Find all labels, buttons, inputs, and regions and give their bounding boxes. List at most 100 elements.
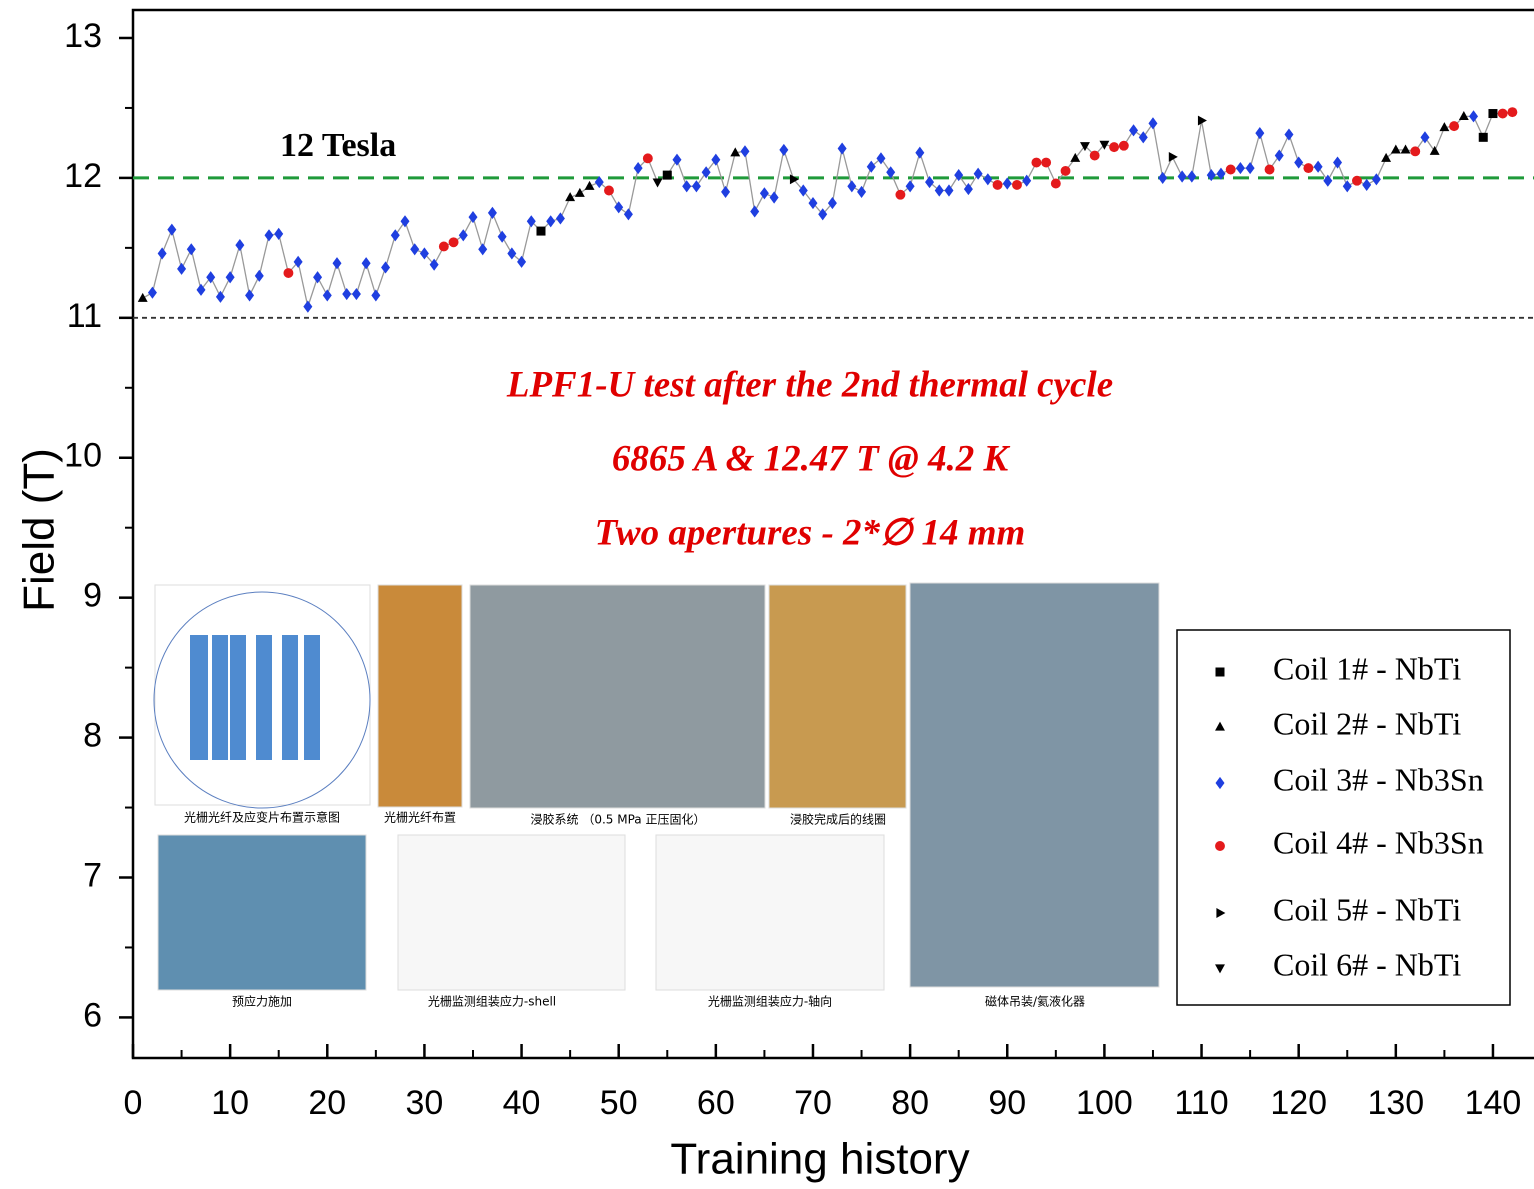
data-point (1031, 157, 1042, 168)
x-axis-title: Training history (670, 1135, 969, 1184)
data-point (1099, 140, 1110, 150)
data-point (808, 197, 818, 210)
x-tick-label: 60 (697, 1084, 735, 1122)
data-point (167, 223, 177, 236)
data-point (565, 192, 576, 202)
inset-photo (377, 584, 463, 808)
data-point (672, 153, 682, 166)
data-point (1469, 110, 1479, 123)
data-point (225, 271, 235, 284)
data-point (283, 268, 294, 278)
data-point (1148, 117, 1158, 130)
data-point (1410, 146, 1421, 157)
y-tick-label: 7 (83, 856, 102, 894)
data-point (419, 247, 429, 260)
x-tick-label: 130 (1367, 1084, 1424, 1122)
data-point (1041, 157, 1052, 168)
inset-caption: 光栅监测组装应力-shell (428, 994, 556, 1009)
schematic-bar (304, 635, 320, 760)
data-point (303, 300, 313, 313)
data-point (429, 258, 439, 271)
data-point (740, 145, 750, 158)
data-point (1158, 171, 1168, 184)
y-tick-label: 9 (83, 577, 102, 615)
data-point (274, 227, 284, 240)
data-point (1138, 131, 1148, 144)
schematic-circle (153, 591, 371, 809)
legend-marker (1215, 721, 1225, 731)
data-point (410, 243, 420, 256)
data-point (827, 197, 837, 210)
data-point (1050, 178, 1061, 189)
data-point (254, 269, 264, 282)
schematic-bar (212, 635, 228, 760)
data-point (400, 215, 410, 228)
schematic-bar (190, 635, 208, 760)
x-tick-label: 70 (794, 1084, 832, 1122)
x-tick-label: 10 (211, 1084, 249, 1122)
data-point (730, 147, 741, 157)
data-point (1274, 149, 1284, 162)
data-point (157, 247, 167, 260)
x-tick-label: 0 (124, 1084, 143, 1122)
plot-frame (131, 8, 1534, 1060)
data-point (633, 162, 643, 175)
data-point (390, 229, 400, 242)
schematic-bar (230, 635, 246, 760)
legend-marker (1215, 776, 1225, 790)
data-point (351, 287, 361, 301)
data-point (1080, 142, 1090, 152)
data-point (983, 173, 993, 186)
data-point (507, 247, 517, 260)
inset-caption: 磁体吊装/氦液化器 (985, 994, 1085, 1009)
data-point (876, 152, 886, 165)
data-point (789, 174, 799, 185)
inset-photo (469, 584, 766, 809)
data-point (954, 169, 964, 182)
legend-box (1176, 629, 1511, 1006)
data-point (1333, 156, 1343, 169)
data-point (517, 255, 527, 268)
data-point (1381, 152, 1392, 162)
data-point (711, 153, 721, 166)
data-point (992, 179, 1003, 190)
data-point (497, 230, 507, 243)
data-point (1002, 177, 1012, 190)
data-point (1439, 122, 1450, 132)
data-point (313, 271, 323, 284)
data-point (147, 286, 157, 299)
data-point (682, 180, 692, 193)
data-point (769, 191, 779, 204)
data-point (235, 238, 245, 252)
y-tick-label: 10 (64, 437, 102, 475)
y-tick-label: 6 (83, 996, 102, 1034)
data-point (206, 271, 216, 284)
data-point (847, 180, 857, 193)
x-tick-label: 100 (1076, 1084, 1133, 1122)
data-point (215, 290, 225, 303)
data-point (759, 187, 769, 200)
legend-marker (1216, 908, 1226, 918)
x-tick-label: 120 (1270, 1084, 1327, 1122)
data-point (137, 292, 148, 302)
data-point (779, 143, 789, 156)
data-point (1216, 167, 1226, 180)
annotation: LPF1-U test after the 2nd thermal cycle (506, 364, 1113, 405)
data-point (574, 187, 585, 197)
annotation: 6865 A & 12.47 T @ 4.2 K (612, 438, 1011, 479)
schematic-bar (282, 635, 298, 760)
x-tick-label: 110 (1174, 1084, 1228, 1122)
data-point (1362, 178, 1372, 191)
legend-marker (1215, 841, 1225, 851)
data-point (342, 287, 352, 301)
data-point (614, 201, 624, 214)
data-point (798, 184, 808, 197)
data-point (1497, 108, 1508, 119)
inset-caption: 浸胶系统 （0.5 MPa 正压固化） (531, 812, 706, 827)
data-point (1129, 124, 1139, 137)
legend-marker (1215, 667, 1225, 677)
data-point (264, 229, 274, 242)
inset-caption: 光栅光纤及应变片布置示意图 (184, 810, 340, 825)
data-point (1429, 145, 1440, 155)
data-point (652, 178, 663, 188)
